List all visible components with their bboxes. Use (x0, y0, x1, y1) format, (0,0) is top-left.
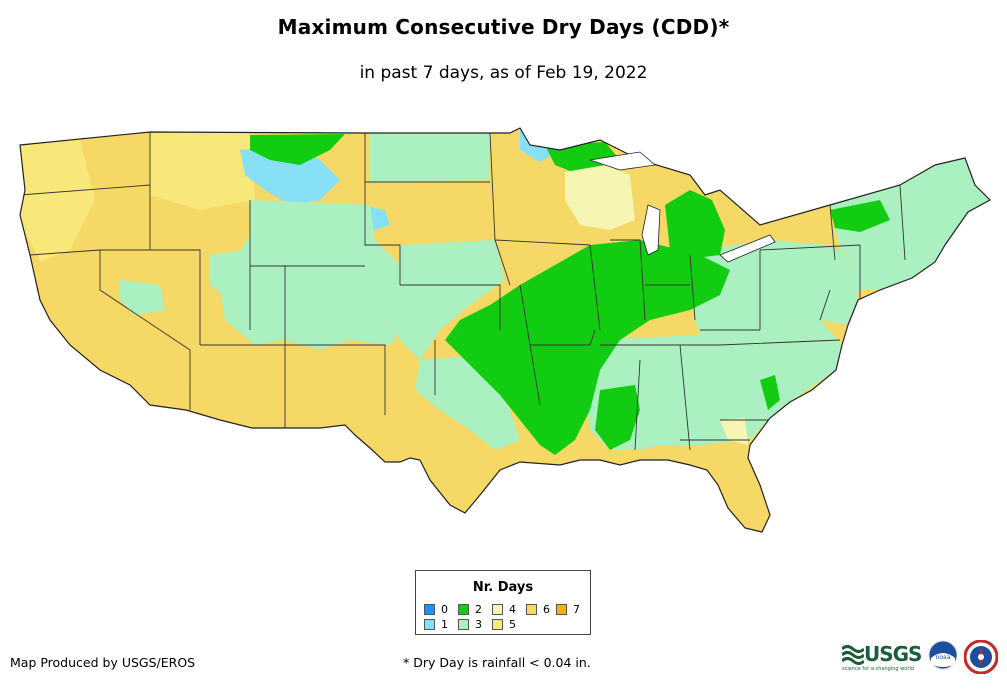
legend-swatch-5 (492, 619, 503, 630)
zone-cdd-1-montana (240, 145, 340, 205)
dry-day-footnote: * Dry Day is rainfall < 0.04 in. (403, 655, 591, 670)
legend-item-5: 5 (492, 618, 516, 631)
zone-cdd-2-montana-north (250, 134, 345, 165)
zone-cdd-4-wisconsin (565, 165, 635, 230)
map-credit: Map Produced by USGS/EROS (10, 655, 196, 670)
legend-item-1: 1 (424, 618, 448, 631)
zone-cdd-3-wyoming-colorado (220, 200, 405, 350)
usgs-logo: USGS science for a changing world (842, 642, 922, 672)
legend-swatch-4 (492, 604, 503, 615)
zone-cdd-3-kansas-oklahoma (400, 240, 505, 360)
legend-swatch-2 (458, 604, 469, 615)
agency-logos: USGS science for a changing world noaa (842, 638, 1002, 678)
zone-cdd-5-pacific-nw (20, 140, 95, 262)
legend-label-7: 7 (573, 603, 580, 616)
zone-cdd-3-mid-atlantic (690, 240, 858, 335)
legend-item-3: 3 (458, 618, 482, 631)
legend-swatch-1 (424, 619, 435, 630)
legend-label-3: 3 (475, 618, 482, 631)
legend-label-2: 2 (475, 603, 482, 616)
zone-cdd-2-mississippi-valley (445, 240, 730, 455)
legend-item-4: 4 (492, 603, 516, 616)
legend-label-0: 0 (441, 603, 448, 616)
lake-superior (589, 151, 656, 171)
zone-cdd-3-new-england (830, 158, 990, 290)
legend-item-2: 2 (458, 603, 482, 616)
cdd-zones (20, 128, 990, 532)
zone-cdd-2-michigan (665, 190, 725, 258)
map-title: Maximum Consecutive Dry Days (CDD)* (277, 15, 730, 39)
zone-cdd-2-alabama (595, 385, 640, 450)
zone-cdd-2-carolinas-coast (760, 375, 780, 410)
lake-michigan (641, 204, 661, 256)
legend-label-1: 1 (441, 618, 448, 631)
usgs-tagline: science for a changing world (842, 666, 914, 672)
state-boundaries (20, 132, 906, 451)
zone-cdd-2-new-york (830, 200, 890, 232)
nws-seal-icon (964, 640, 998, 674)
map-subtitle: in past 7 days, as of Feb 19, 2022 (359, 63, 648, 83)
noaa-logo-icon: noaa (928, 640, 958, 670)
zone-cdd-5-northern-rockies (150, 132, 255, 210)
legend-label-6: 6 (543, 603, 550, 616)
lake-erie (719, 234, 776, 263)
boundary-lines (20, 132, 906, 451)
legend-swatch-0 (424, 604, 435, 615)
legend-swatch-6 (526, 604, 537, 615)
usgs-wordmark: USGS (864, 642, 922, 666)
map-legend: Nr. Days 0 1 2 3 4 5 6 7 (415, 570, 591, 635)
legend-label-5: 5 (509, 618, 516, 631)
legend-item-7: 7 (556, 603, 580, 616)
legend-label-4: 4 (509, 603, 516, 616)
zone-cdd-3-southeast (585, 320, 842, 450)
legend-item-0: 0 (424, 603, 448, 616)
legend-item-6: 6 (526, 603, 550, 616)
legend-swatch-7 (556, 604, 567, 615)
usgs-wave-icon (842, 645, 864, 665)
legend-title: Nr. Days (472, 580, 534, 595)
zone-cdd-4-georgia-coast (720, 418, 748, 445)
zone-cdd-3-great-plains-north (370, 133, 490, 182)
zone-cdd-3-utah (210, 250, 255, 300)
noaa-text: noaa (936, 654, 951, 661)
zone-cdd-3-nevada (120, 280, 165, 315)
legend-swatch-3 (458, 619, 469, 630)
